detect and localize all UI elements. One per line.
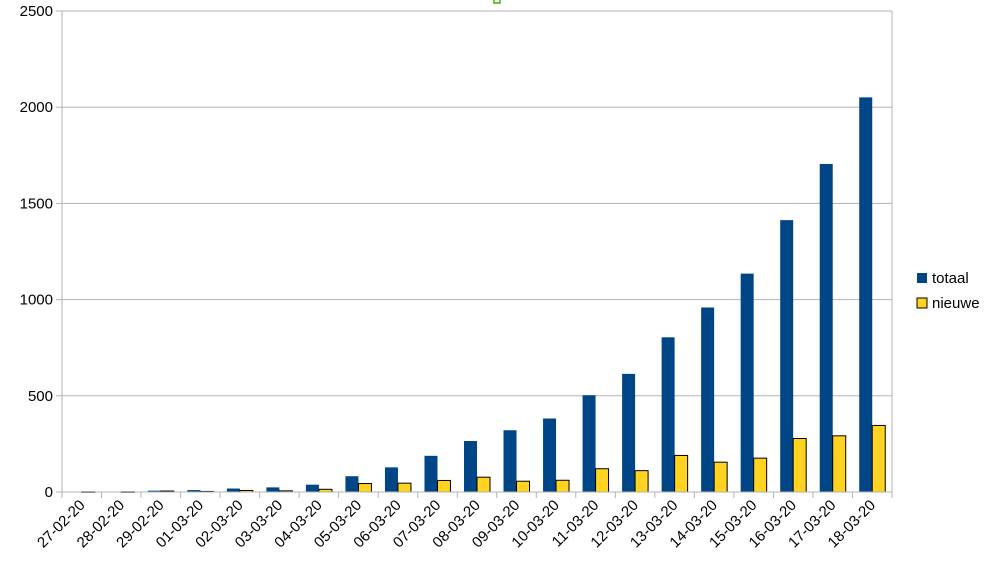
y-tick-label: 0	[45, 484, 53, 501]
bar-nieuwe-11-03-20	[595, 468, 610, 493]
x-tick-labels: 27-02-2028-02-2029-02-2001-03-2002-03-20…	[34, 497, 879, 551]
bar-totaal-11-03-20	[582, 395, 596, 492]
bar-nieuwe-16-03-20	[792, 438, 807, 493]
y-tick-label: 2000	[20, 99, 53, 116]
bar-nieuwe-14-03-20	[713, 461, 728, 493]
bar-nieuwe-08-03-20	[476, 476, 491, 493]
axes	[56, 10, 893, 498]
bar-totaal-06-03-20	[384, 467, 398, 492]
bar-nieuwe-12-03-20	[634, 470, 649, 493]
bar-totaal-01-03-20	[187, 490, 201, 492]
bar-totaal-15-03-20	[740, 273, 754, 492]
bar-nieuwe-17-03-20	[832, 435, 847, 493]
bar-totaal-08-03-20	[464, 441, 477, 492]
bar-nieuwe-15-03-20	[753, 457, 768, 493]
bar-totaal-18-03-20	[859, 97, 873, 492]
bar-totaal-16-03-20	[780, 220, 794, 492]
bar-totaal-05-03-20	[345, 476, 359, 492]
bar-totaal-29-02-20	[147, 490, 161, 492]
bar-nieuwe-13-03-20	[674, 454, 689, 493]
y-tick-labels: 0 500 1000 1500 2000 2500	[20, 3, 53, 501]
bar-nieuwe-06-03-20	[397, 482, 412, 493]
bar-totaal-17-03-20	[819, 163, 833, 492]
legend-swatch-totaal	[917, 273, 927, 283]
bar-totaal-12-03-20	[622, 373, 636, 492]
bar-totaal-10-03-20	[543, 418, 557, 492]
bar-nieuwe-18-03-20	[871, 424, 886, 493]
y-tick-label: 1000	[20, 292, 53, 309]
bars	[68, 97, 886, 493]
bar-nieuwe-07-03-20	[436, 479, 451, 493]
bar-totaal-13-03-20	[661, 337, 675, 492]
legend-label-totaal: totaal	[932, 270, 969, 287]
y-tick-label: 500	[28, 388, 53, 405]
title-placeholder-marker	[493, 0, 501, 4]
bar-nieuwe-10-03-20	[555, 479, 570, 493]
bar-totaal-07-03-20	[424, 455, 438, 492]
gridlines	[62, 10, 892, 493]
bar-totaal-14-03-20	[701, 307, 715, 492]
bar-totaal-02-03-20	[226, 488, 240, 492]
legend-label-nieuwe: nieuwe	[932, 295, 980, 312]
bar-nieuwe-09-03-20	[516, 480, 531, 493]
bar-nieuwe-05-03-20	[357, 483, 372, 493]
bar-totaal-04-03-20	[305, 484, 319, 492]
y-tick-label: 1500	[20, 195, 53, 212]
bar-totaal-03-03-20	[266, 487, 280, 492]
y-tick-label: 2500	[20, 3, 53, 20]
legend: totaal nieuwe	[916, 270, 980, 312]
legend-swatch-nieuwe	[916, 297, 928, 309]
bar-totaal-09-03-20	[503, 430, 517, 492]
